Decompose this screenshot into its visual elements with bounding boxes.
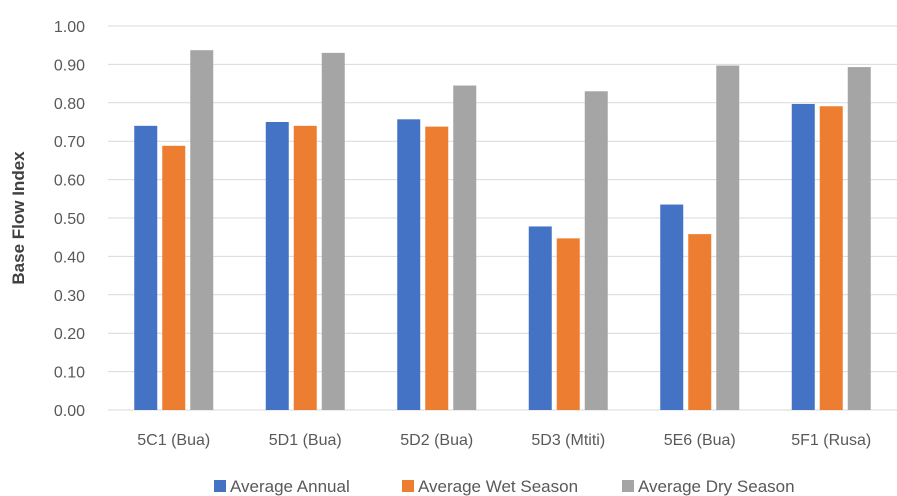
bar bbox=[528, 226, 552, 410]
bar bbox=[819, 106, 843, 411]
y-tick-label: 0.80 bbox=[54, 96, 85, 113]
bar bbox=[162, 145, 186, 411]
legend-label: Average Annual bbox=[230, 477, 350, 496]
legend-label: Average Dry Season bbox=[638, 477, 795, 496]
y-axis-label: Base Flow Index bbox=[9, 151, 28, 285]
bar bbox=[134, 125, 158, 410]
legend-swatch bbox=[214, 480, 226, 492]
bar bbox=[425, 126, 449, 410]
legend: Average Annual Average Wet Season Average … bbox=[214, 477, 795, 496]
y-tick-label: 0.00 bbox=[54, 403, 85, 420]
legend-swatch bbox=[402, 480, 414, 492]
y-tick-label: 0.60 bbox=[54, 173, 85, 190]
bar bbox=[453, 85, 477, 411]
x-tick-label: 5E6 (Bua) bbox=[664, 432, 736, 449]
y-tick-label: 0.20 bbox=[54, 326, 85, 343]
y-tick-label: 0.50 bbox=[54, 211, 85, 228]
bar bbox=[716, 65, 740, 410]
y-tick-label: 0.70 bbox=[54, 134, 85, 151]
bar bbox=[688, 234, 712, 410]
bar bbox=[265, 122, 289, 410]
bar bbox=[584, 91, 608, 410]
bar bbox=[293, 125, 317, 410]
y-axis-ticks: 0.00 0.10 0.20 0.30 0.40 0.50 0.60 0.70 0.80 0.90… bbox=[54, 19, 85, 420]
bar bbox=[190, 50, 214, 410]
bar bbox=[556, 238, 580, 410]
y-tick-label: 0.10 bbox=[54, 365, 85, 382]
gridlines bbox=[108, 25, 897, 411]
bars bbox=[134, 50, 871, 411]
bar bbox=[847, 67, 871, 410]
y-tick-label: 1.00 bbox=[54, 19, 85, 36]
legend-label: Average Wet Season bbox=[418, 477, 578, 496]
x-tick-label: 5F1 (Rusa) bbox=[791, 432, 871, 449]
x-axis-ticks: 5C1 (Bua) 5D1 (Bua) 5D2 (Bua) 5D3 (Mtiti) 5E… bbox=[137, 432, 871, 449]
y-tick-label: 0.40 bbox=[54, 249, 85, 266]
legend-swatch bbox=[622, 480, 634, 492]
x-tick-label: 5D1 (Bua) bbox=[269, 432, 342, 449]
bar bbox=[321, 52, 345, 410]
y-tick-label: 0.30 bbox=[54, 288, 85, 305]
x-tick-label: 5D3 (Mtiti) bbox=[531, 432, 605, 449]
y-tick-label: 0.90 bbox=[54, 57, 85, 74]
bar bbox=[660, 204, 684, 410]
x-tick-label: 5D2 (Bua) bbox=[400, 432, 473, 449]
x-tick-label: 5C1 (Bua) bbox=[137, 432, 210, 449]
bar bbox=[397, 119, 421, 410]
bar bbox=[791, 103, 815, 411]
